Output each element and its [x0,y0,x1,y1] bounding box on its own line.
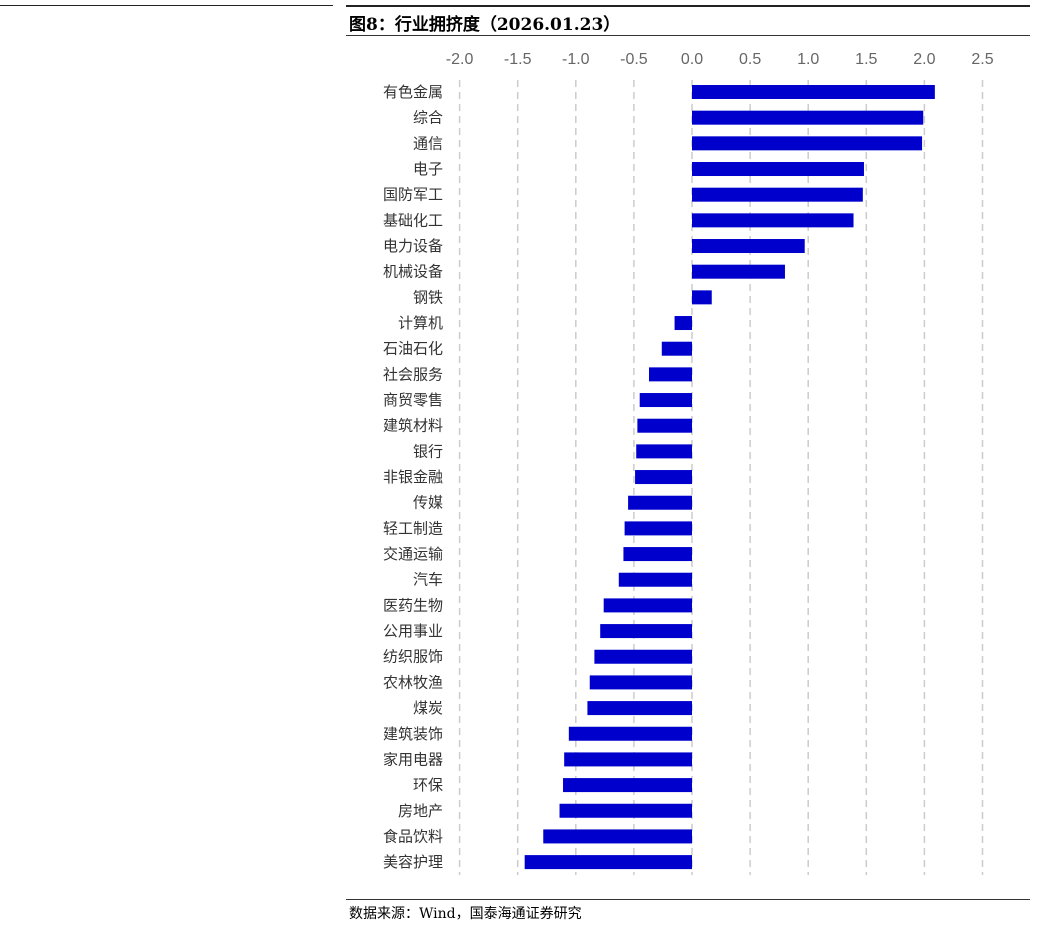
category-label: 钢铁 [413,288,443,306]
category-label: 纺织服饰 [383,648,443,666]
bar [600,624,692,639]
category-label: 汽车 [413,571,443,589]
category-label: 轻工制造 [383,519,443,537]
bar [674,316,692,331]
x-tick-label: 1.0 [797,51,819,68]
x-tick-label: -1.5 [504,51,532,68]
x-tick-label: 0.0 [681,51,703,68]
figure-title: 图8：行业拥挤度（2026.01.23） [349,15,621,35]
category-label: 通信 [413,134,443,152]
category-label: 房地产 [398,802,443,820]
category-label: 石油石化 [383,340,443,358]
bar [564,752,692,767]
category-label: 煤炭 [413,699,443,717]
category-label: 计算机 [398,314,443,332]
title-rule [346,35,1030,36]
x-tick-label: 2.5 [971,51,993,68]
bar [635,470,692,485]
bar [649,367,692,382]
category-label: 非银金融 [383,468,443,486]
bar [636,444,692,459]
bar [692,239,805,254]
bar [623,547,692,562]
category-label: 综合 [413,109,443,127]
x-tick-label: 1.5 [855,51,877,68]
bottom-rule [346,899,1030,900]
bars [524,85,935,870]
category-label: 有色金属 [383,83,443,101]
bar [589,675,692,690]
bar [639,393,692,408]
top-rule-right [346,5,1030,7]
bar [594,649,692,664]
category-label: 电子 [413,160,443,178]
grid-lines [458,80,984,875]
bar [587,701,692,716]
category-label: 农林牧渔 [383,673,443,691]
x-tick-label: -0.5 [620,51,648,68]
source-note: 数据来源：Wind，国泰海通证券研究 [349,906,582,922]
bar [692,136,923,151]
category-label: 医药生物 [383,596,443,614]
bar [559,803,692,818]
bar [603,598,692,613]
category-label: 社会服务 [383,365,443,383]
bar [618,572,692,587]
category-labels: 有色金属综合通信电子国防军工基础化工电力设备机械设备钢铁计算机石油石化社会服务商… [383,83,443,871]
category-label: 食品饮料 [383,827,443,845]
category-label: 家用电器 [383,750,443,768]
bar [692,162,864,177]
bar [628,495,692,510]
category-label: 银行 [413,442,443,460]
bar [692,85,935,99]
category-label: 交通运输 [383,545,443,563]
category-label: 商贸零售 [383,391,443,409]
bar [624,521,692,536]
category-label: 机械设备 [383,263,443,281]
category-label: 环保 [413,776,443,794]
bar [692,264,785,279]
bar [524,855,692,870]
x-tick-label: -2.0 [446,51,474,68]
bar [692,187,863,202]
bar [692,110,924,125]
bar [563,778,692,793]
category-label: 电力设备 [383,237,443,255]
x-tick-label: 2.0 [913,51,935,68]
category-label: 建筑装饰 [383,725,443,743]
bar [692,290,712,305]
category-label: 传媒 [413,494,443,512]
category-label: 公用事业 [383,622,443,640]
category-label: 美容护理 [383,853,443,871]
x-axis-ticks: -2.0 -1.5 -1.0 -0.5 0.0 0.5 1.0 1.5 2.0 2.5 [446,51,994,68]
category-label: 国防军工 [383,186,443,204]
x-tick-label: -1.0 [562,51,590,68]
x-tick-label: 0.5 [739,51,761,68]
bar [692,213,854,228]
top-rule-left [0,5,333,6]
bar [661,341,692,356]
bar [637,418,692,433]
category-label: 建筑材料 [383,417,443,435]
bar [543,829,692,844]
bar [568,726,692,741]
category-label: 基础化工 [383,211,443,229]
